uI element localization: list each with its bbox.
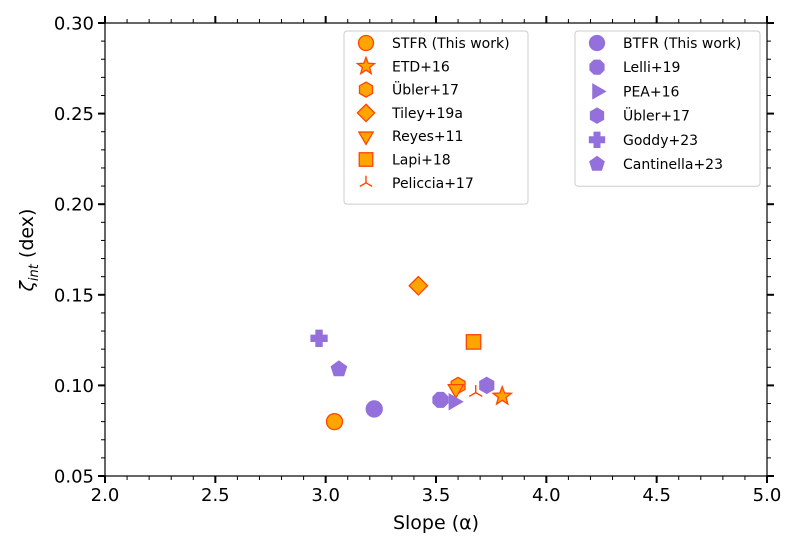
- y-axis-label: ζint (dex): [16, 209, 42, 293]
- x-axis-label: Slope (α): [393, 512, 479, 534]
- legend-marker-peliccia-17: [359, 175, 373, 187]
- legend-frame: [343, 30, 529, 205]
- x-tick-label: 2.5: [201, 485, 230, 506]
- legend-label: STFR (This work): [392, 36, 510, 52]
- legend-marker-ubler-17: [589, 107, 605, 124]
- svg-text:ζint (dex): ζint (dex): [16, 209, 42, 293]
- legend-marker-lelli-19: [589, 59, 605, 75]
- x-tick-label: 2.0: [91, 485, 120, 506]
- legend-label: Tiley+19a: [391, 106, 463, 122]
- data-point-reyes-11: [447, 383, 465, 400]
- x-tick-label: 5.0: [753, 485, 782, 506]
- data-point-goddy-23: [310, 329, 328, 347]
- legend-top-right: BTFR (This work) Lelli+19 PEA+16 Übler+17 Go…: [574, 30, 761, 187]
- data-point-btfr-this-work: [365, 400, 383, 418]
- y-axis-label-unit: (dex): [16, 209, 38, 265]
- legend-marker-reyes-11: [357, 131, 375, 146]
- x-tick-label: 3.0: [311, 485, 340, 506]
- x-tick-label: 4.0: [532, 485, 561, 506]
- legend-marker-ubler-17: [358, 81, 374, 98]
- legend-label: Peliccia+17: [392, 176, 474, 192]
- y-tick-label: 0.10: [54, 376, 94, 397]
- data-point-lapi-18: [465, 334, 482, 350]
- data-point-cantinella-23: [330, 360, 348, 377]
- legend-frame: [574, 30, 761, 187]
- legend-label: Lelli+19: [623, 60, 680, 76]
- data-point-peliccia-17: [468, 385, 483, 398]
- legend-label: Cantinella+23: [623, 157, 723, 173]
- axis-ticks: 2.0 2.5 3.0 3.5 4.0 4.5 5.0 0.05 0.10 0.15 0.20 0.2…: [54, 14, 781, 507]
- legend-label: Reyes+11: [392, 129, 463, 145]
- legend-marker-cantinella-23: [589, 155, 605, 171]
- legend-label: Goddy+23: [623, 133, 698, 149]
- legend-marker-btfr-this-work: [588, 34, 606, 52]
- legends: STFR (This work) ETD+16 Übler+17 Tiley+19a R…: [343, 30, 761, 205]
- y-axis-label-subscript: int: [27, 263, 42, 281]
- y-axis-label-symbol: ζ: [16, 279, 38, 292]
- data-point-lelli-19: [432, 391, 449, 408]
- legend-marker-goddy-23: [588, 131, 606, 148]
- data-point-ubler-17: [479, 376, 495, 395]
- legend-label: Übler+17: [392, 81, 459, 99]
- data-point-etd-16: [491, 384, 514, 406]
- y-tick-label: 0.05: [54, 467, 94, 488]
- legend-label: Übler+17: [623, 107, 690, 125]
- x-tick-label: 3.5: [422, 485, 451, 506]
- legend-marker-etd-16: [355, 55, 377, 76]
- y-tick-label: 0.25: [54, 104, 94, 125]
- data-point-stfr-this-work: [325, 412, 344, 431]
- data-point-pea-16: [448, 392, 464, 411]
- legend-marker-tiley-19a: [356, 103, 376, 123]
- y-tick-label: 0.20: [54, 195, 94, 216]
- x-tick-label: 4.5: [642, 485, 671, 506]
- y-tick-label: 0.15: [54, 285, 94, 306]
- legend-label: ETD+16: [392, 59, 450, 75]
- legend-marker-pea-16: [592, 83, 607, 100]
- legend-label: BTFR (This work): [623, 36, 741, 52]
- data-point-tiley-19a: [408, 275, 429, 296]
- legend-label: PEA+16: [623, 84, 680, 100]
- y-tick-label: 0.30: [54, 14, 94, 35]
- legend-top-center: STFR (This work) ETD+16 Übler+17 Tiley+19a R…: [343, 30, 529, 205]
- legend-marker-stfr-this-work: [357, 34, 375, 52]
- data-markers: [310, 275, 514, 431]
- legend-marker-lapi-18: [358, 152, 374, 167]
- legend-label: Lapi+18: [392, 153, 451, 169]
